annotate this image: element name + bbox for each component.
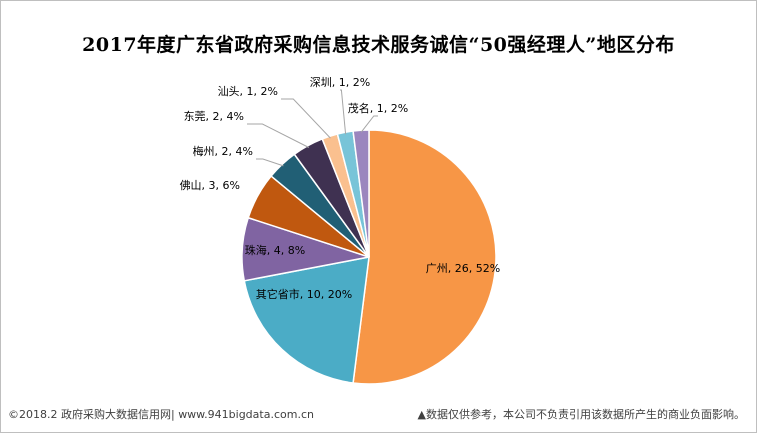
source-footer: ©2018.2 政府采购大数据信用网| www.941bigdata.com.c… — [8, 408, 314, 421]
leader-line — [340, 89, 347, 135]
slice-label: 广州, 26, 52% — [426, 262, 500, 275]
slice-label: 梅州, 2, 4% — [193, 144, 253, 158]
disclaimer-footer: ▲数据仅供参考，本公司不负责引用该数据所产生的商业负面影响。 — [417, 408, 745, 421]
pie-slice — [243, 256, 370, 384]
slice-label: 珠海, 4, 8% — [245, 243, 305, 257]
pie-slice — [352, 129, 497, 385]
leader-line — [360, 115, 378, 133]
slice-label: 茂名, 1, 2% — [348, 101, 408, 115]
slice-label: 其它省市, 10, 20% — [256, 287, 352, 301]
pie-slice — [352, 129, 370, 258]
slice-label: 汕头, 1, 2% — [218, 85, 278, 98]
slice-label: 深圳, 1, 2% — [310, 76, 370, 89]
leader-line — [256, 158, 284, 167]
chart-title: 2017年度广东省政府采购信息技术服务诚信“50强经理人”地区分布 — [82, 34, 675, 56]
leader-line — [247, 123, 310, 148]
slice-label: 佛山, 3, 6% — [180, 179, 240, 192]
slice-label: 东莞, 2, 4% — [184, 110, 244, 123]
leader-line — [281, 98, 331, 139]
